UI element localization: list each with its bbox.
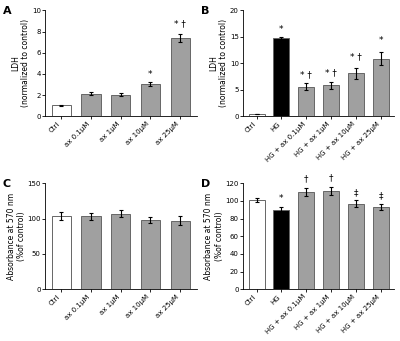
- Bar: [141, 220, 160, 289]
- Bar: [82, 217, 101, 289]
- Bar: [298, 87, 314, 116]
- Bar: [298, 192, 314, 289]
- Bar: [82, 94, 101, 116]
- Text: * †: * †: [325, 69, 337, 78]
- Bar: [111, 213, 130, 289]
- Bar: [323, 191, 339, 289]
- Bar: [348, 204, 364, 289]
- Text: C: C: [2, 179, 11, 189]
- Y-axis label: Absorbance at 570 nm
(%of control): Absorbance at 570 nm (%of control): [204, 193, 224, 280]
- Text: *: *: [279, 26, 284, 34]
- Y-axis label: LDH
(normalized to control): LDH (normalized to control): [11, 19, 30, 107]
- Bar: [248, 200, 265, 289]
- Bar: [273, 210, 290, 289]
- Text: *: *: [148, 70, 153, 79]
- Bar: [323, 85, 339, 116]
- Text: †: †: [329, 174, 333, 183]
- Bar: [273, 38, 290, 116]
- Bar: [170, 38, 190, 116]
- Text: * †: * †: [174, 19, 186, 29]
- Bar: [141, 84, 160, 116]
- Text: B: B: [200, 6, 209, 16]
- Bar: [248, 114, 265, 116]
- Bar: [348, 73, 364, 116]
- Text: *: *: [378, 36, 383, 45]
- Bar: [111, 95, 130, 116]
- Text: * †: * †: [350, 52, 362, 61]
- Y-axis label: Absorbance at 570 nm
(%of control): Absorbance at 570 nm (%of control): [6, 193, 26, 280]
- Bar: [52, 216, 71, 289]
- Bar: [373, 207, 389, 289]
- Y-axis label: LDH
(normalized to control): LDH (normalized to control): [209, 19, 228, 107]
- Bar: [373, 59, 389, 116]
- Text: ‡: ‡: [354, 188, 358, 197]
- Text: A: A: [2, 6, 11, 16]
- Text: *: *: [279, 194, 284, 203]
- Text: * †: * †: [300, 70, 312, 79]
- Bar: [170, 221, 190, 289]
- Text: †: †: [304, 175, 308, 184]
- Bar: [52, 105, 71, 116]
- Text: D: D: [200, 179, 210, 189]
- Text: ‡: ‡: [378, 191, 383, 201]
